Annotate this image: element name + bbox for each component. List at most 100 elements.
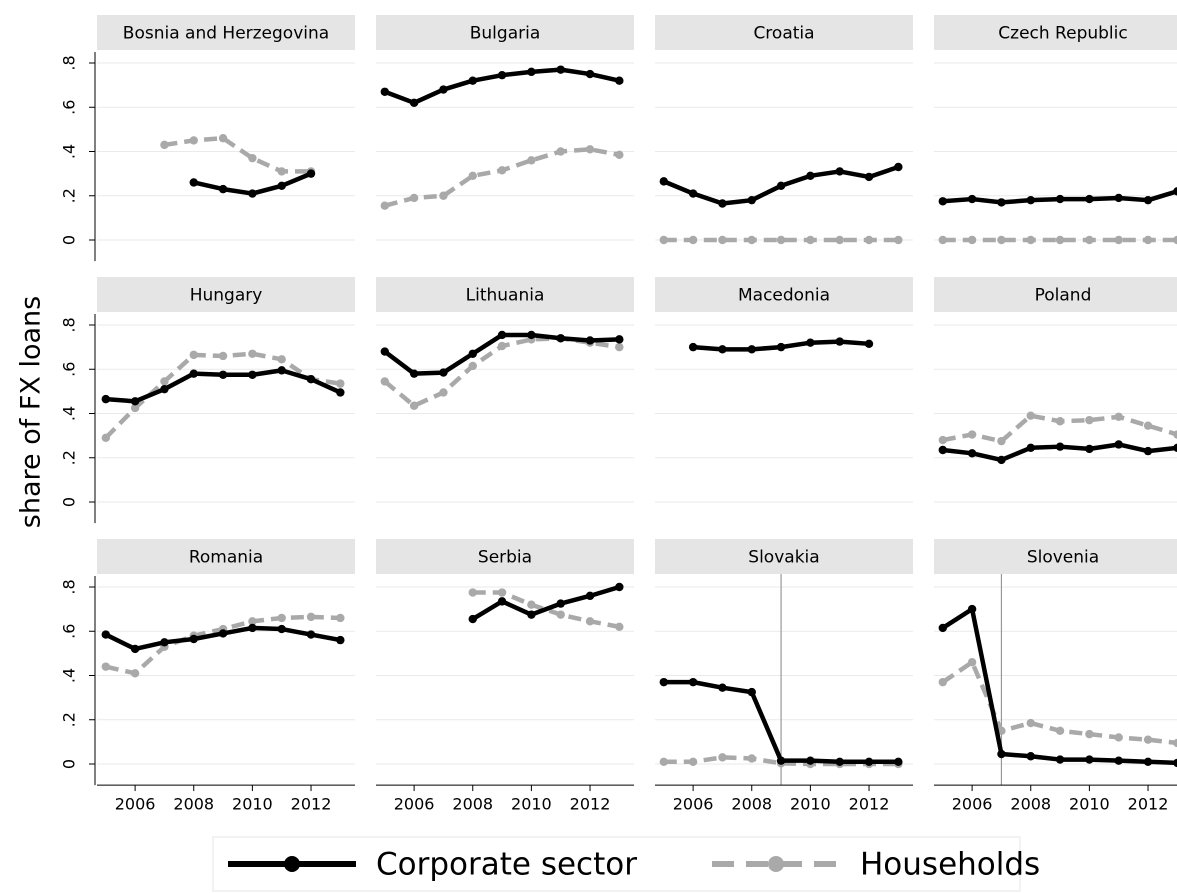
data-point xyxy=(718,753,727,762)
data-point xyxy=(468,361,477,371)
data-point xyxy=(277,355,286,364)
data-point xyxy=(248,153,257,163)
data-point xyxy=(659,235,668,245)
panel-title: Macedonia xyxy=(738,286,830,306)
x-tick-label: 2012 xyxy=(291,795,332,814)
x-tick-label: 2008 xyxy=(452,795,493,814)
data-point xyxy=(938,235,947,245)
data-point xyxy=(806,338,815,347)
data-point xyxy=(189,350,198,360)
data-point xyxy=(585,591,595,601)
data-point xyxy=(277,613,286,623)
data-point xyxy=(248,189,257,198)
panel-strip xyxy=(934,15,1177,50)
data-point xyxy=(101,630,110,639)
data-point xyxy=(336,613,345,623)
data-point xyxy=(306,612,316,622)
panel-title: Romania xyxy=(189,548,263,568)
data-point xyxy=(306,375,316,384)
data-point xyxy=(747,754,756,763)
data-point xyxy=(101,394,110,404)
x-tick-label: 2012 xyxy=(1128,795,1169,814)
data-point xyxy=(1055,235,1065,245)
data-point xyxy=(439,191,448,200)
panel-title: Bosnia and Herzegovina xyxy=(123,24,329,44)
panel-strip xyxy=(655,277,913,312)
data-point xyxy=(997,235,1006,245)
data-point xyxy=(1026,411,1035,420)
data-point xyxy=(938,445,947,455)
data-point xyxy=(1085,235,1094,245)
legend-marker xyxy=(768,856,784,872)
data-point xyxy=(997,455,1006,465)
data-point xyxy=(189,369,198,378)
data-point xyxy=(189,136,198,145)
data-point xyxy=(1055,442,1065,451)
y-tick-label: .2 xyxy=(60,450,79,465)
data-point xyxy=(101,433,110,443)
data-point xyxy=(218,134,228,143)
data-point xyxy=(864,339,874,349)
panel-title: Slovakia xyxy=(748,548,819,568)
data-point xyxy=(1173,443,1177,452)
data-point xyxy=(189,178,198,187)
data-point xyxy=(776,756,786,765)
data-point xyxy=(380,347,389,356)
data-point xyxy=(1085,729,1094,739)
data-point xyxy=(615,76,624,85)
data-point xyxy=(1114,756,1123,765)
data-point xyxy=(160,140,169,150)
data-point xyxy=(1173,235,1177,245)
data-point xyxy=(468,349,477,358)
data-point xyxy=(835,337,844,346)
data-point xyxy=(497,588,507,597)
data-point xyxy=(718,235,727,245)
data-point xyxy=(527,600,536,609)
data-point xyxy=(1085,194,1094,204)
data-point xyxy=(1114,235,1123,245)
data-point xyxy=(497,166,507,175)
data-point xyxy=(747,235,756,245)
data-point xyxy=(1143,735,1153,744)
data-point xyxy=(277,366,286,375)
data-point xyxy=(967,604,977,614)
data-point xyxy=(189,634,198,644)
data-point xyxy=(1026,718,1035,728)
data-point xyxy=(527,67,536,77)
panel-title: Serbia xyxy=(478,548,532,568)
data-point xyxy=(1173,187,1177,196)
panel-strip xyxy=(97,277,355,312)
x-tick-label: 2012 xyxy=(570,795,611,814)
data-point xyxy=(497,341,507,351)
data-point xyxy=(1143,195,1153,205)
y-tick-label: .4 xyxy=(60,144,79,159)
data-point xyxy=(556,610,565,619)
data-point xyxy=(1026,443,1035,452)
data-point xyxy=(747,345,756,354)
data-point xyxy=(130,403,140,413)
data-point xyxy=(894,235,903,245)
data-point xyxy=(409,369,419,378)
data-point xyxy=(380,87,389,96)
x-tick-label: 2008 xyxy=(731,795,772,814)
data-point xyxy=(835,235,844,245)
data-point xyxy=(864,172,874,182)
data-point xyxy=(160,377,169,386)
data-point xyxy=(997,198,1006,207)
data-point xyxy=(1143,757,1153,766)
data-point xyxy=(468,614,477,624)
data-point xyxy=(497,597,507,606)
data-point xyxy=(1055,417,1065,426)
series-line xyxy=(164,135,312,174)
panel-title: Czech Republic xyxy=(998,24,1127,44)
data-point xyxy=(336,379,345,388)
data-point xyxy=(439,388,448,397)
data-point xyxy=(248,349,257,358)
data-point xyxy=(409,98,419,108)
panel-title: Hungary xyxy=(190,286,263,306)
data-point xyxy=(218,184,228,194)
data-point xyxy=(776,342,786,352)
y-tick-label: .6 xyxy=(60,100,79,115)
legend-label: Corporate sector xyxy=(376,847,637,883)
panel-strip xyxy=(655,15,913,50)
